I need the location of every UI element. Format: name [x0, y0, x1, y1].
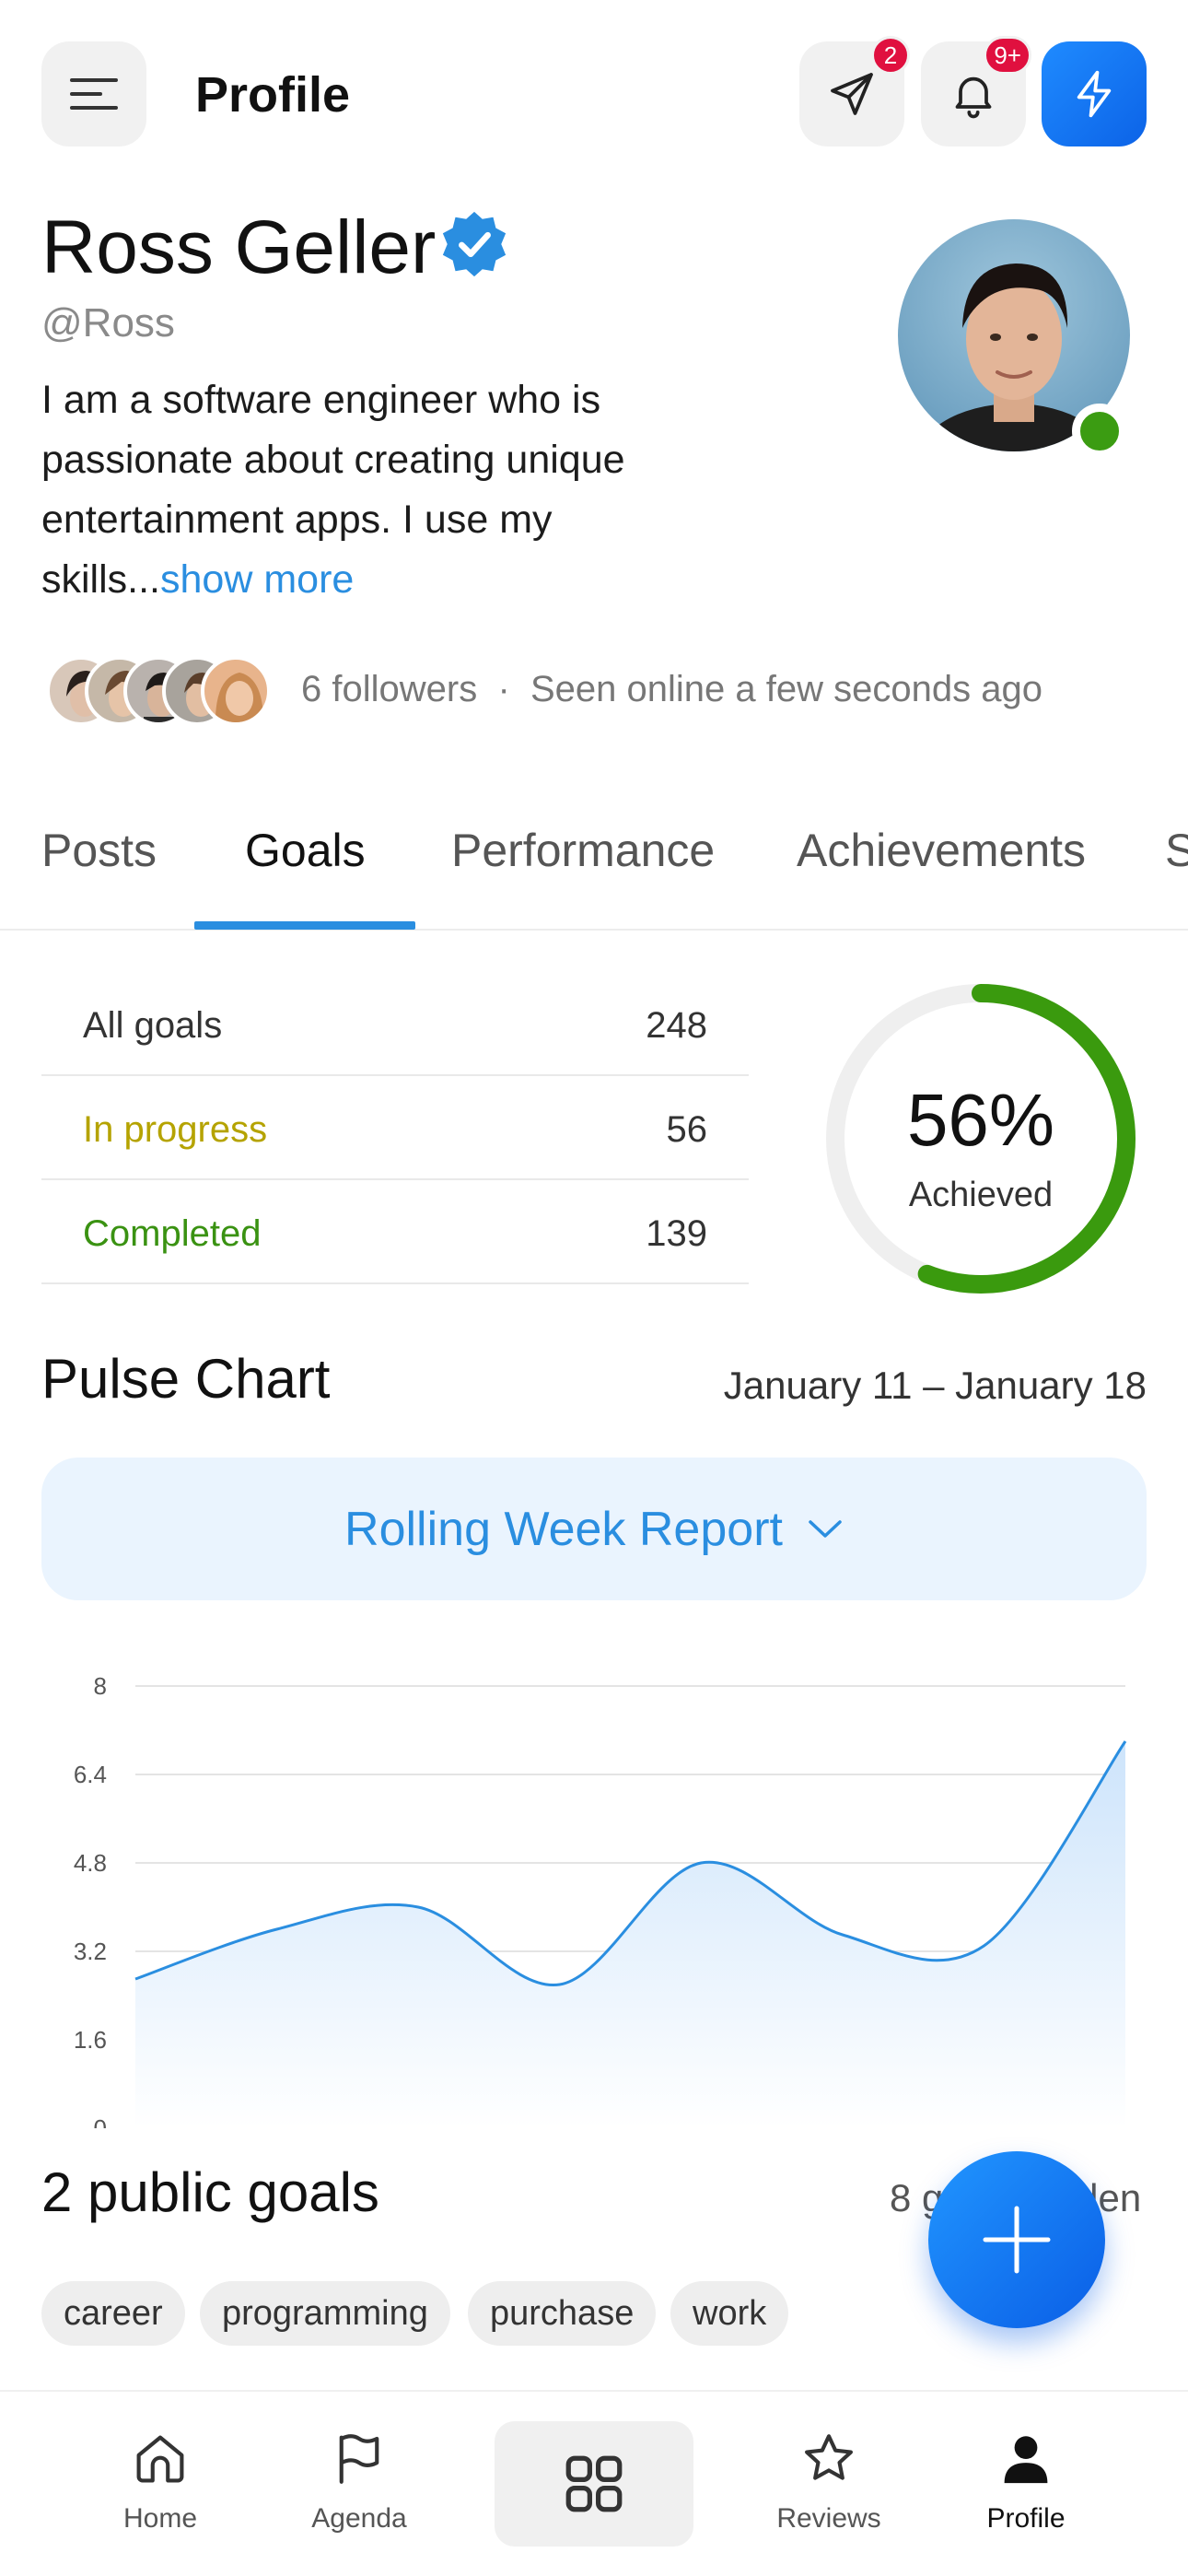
nav-apps[interactable] [495, 2421, 693, 2547]
verified-badge-icon [442, 211, 507, 277]
lightning-icon [1077, 70, 1112, 118]
nav-label: Agenda [311, 2503, 407, 2534]
stat-label: In progress [83, 1109, 268, 1150]
profile-avatar[interactable] [898, 219, 1130, 451]
nav-label: Home [122, 2503, 198, 2534]
y-tick-label: 1.6 [74, 2026, 107, 2054]
tag-chip[interactable]: programming [200, 2281, 450, 2346]
stat-label: Completed [83, 1213, 262, 1254]
top-bar: Profile 2 9+ [0, 0, 1188, 193]
achievement-donut [826, 984, 1136, 1294]
nav-label: Reviews [776, 2503, 881, 2534]
followers-count[interactable]: 6 followers [301, 669, 478, 709]
goals-stats: All goals 248 In progress 56 Completed 1… [41, 972, 749, 1284]
series-line [134, 1740, 1127, 1986]
person-icon [1004, 2436, 1048, 2484]
menu-button[interactable] [41, 41, 146, 146]
follower-avatar [201, 656, 271, 726]
stat-row-in-progress[interactable]: In progress 56 [41, 1076, 749, 1180]
stat-row-completed[interactable]: Completed 139 [41, 1180, 749, 1284]
active-tab-indicator [194, 921, 415, 930]
profile-tabs: Posts Goals Performance Achievements S [0, 811, 1188, 931]
stat-row-all[interactable]: All goals 248 [41, 972, 749, 1076]
nav-reviews[interactable]: Reviews [737, 2429, 921, 2535]
notifications-button[interactable]: 9+ [921, 36, 1031, 146]
star-icon [805, 2434, 853, 2480]
goal-tags: career programming purchase work [41, 2281, 1183, 2346]
achieved-percent: 56% [906, 1079, 1055, 1161]
tag-chip[interactable]: purchase [468, 2281, 657, 2346]
profile-bio: I am a software engineer who is passiona… [41, 370, 705, 610]
messages-badge: 2 [871, 36, 910, 75]
send-icon [831, 73, 873, 115]
y-tick-label: 4.8 [74, 1849, 107, 1877]
y-tick-label: 3.2 [74, 1938, 107, 1965]
tab-more[interactable]: S [1165, 825, 1188, 876]
y-tick-label: 8 [94, 1672, 107, 1700]
nav-profile[interactable]: Profile [934, 2429, 1118, 2535]
public-goals-title: 2 public goals [41, 2161, 379, 2223]
date-range: January 11 – January 18 [723, 1364, 1147, 1407]
messages-button[interactable]: 2 [799, 36, 910, 146]
bottom-navigation: Home Agenda Reviews Profile [0, 2390, 1188, 2576]
y-tick-label: 0 [94, 2114, 107, 2128]
boost-button[interactable] [1042, 41, 1147, 146]
grid-icon [565, 2455, 623, 2512]
tab-posts[interactable]: Posts [41, 825, 157, 876]
report-dropdown-label: Rolling Week Report [344, 1502, 783, 1556]
followers-info: 6 followers · Seen online a few seconds … [301, 669, 1042, 710]
tag-chip[interactable]: work [670, 2281, 789, 2346]
online-status-dot [1072, 404, 1127, 459]
nav-agenda[interactable]: Agenda [267, 2429, 451, 2535]
add-goal-button[interactable] [928, 2151, 1105, 2328]
nav-label: Profile [986, 2503, 1066, 2534]
stat-label: All goals [83, 1005, 223, 1046]
notifications-badge: 9+ [984, 36, 1031, 75]
achieved-label: Achieved [908, 1176, 1054, 1214]
nav-home[interactable]: Home [68, 2429, 252, 2535]
chevron-down-icon [809, 1519, 842, 1538]
series-area [135, 1741, 1125, 2128]
stat-value: 139 [646, 1213, 707, 1254]
bio-text: I am a software engineer who is passiona… [41, 378, 625, 602]
y-tick-label: 6.4 [74, 1761, 107, 1788]
bell-icon [955, 76, 992, 119]
tab-achievements[interactable]: Achievements [797, 825, 1087, 876]
stat-value: 248 [646, 1005, 707, 1046]
page-title: Profile [195, 67, 351, 123]
flag-icon [339, 2434, 379, 2484]
home-icon [136, 2435, 184, 2483]
report-dropdown[interactable]: Rolling Week Report [41, 1458, 1147, 1600]
pulse-chart: 8 6.4 4.8 3.2 1.6 0 [74, 1672, 1127, 2128]
pulse-chart-title: Pulse Chart [41, 1348, 331, 1410]
show-more-link[interactable]: show more [160, 557, 355, 602]
donut-progress-arc [826, 984, 1136, 1294]
tab-performance[interactable]: Performance [451, 825, 716, 876]
tag-chip[interactable]: career [41, 2281, 185, 2346]
followers-row[interactable]: 6 followers · Seen online a few seconds … [46, 656, 1188, 730]
stat-value: 56 [666, 1109, 708, 1150]
last-seen: Seen online a few seconds ago [530, 669, 1042, 709]
profile-handle: @Ross [41, 300, 175, 345]
plus-icon [983, 2206, 1051, 2274]
separator-dot: · [497, 669, 510, 709]
tab-goals[interactable]: Goals [245, 825, 366, 876]
menu-icon [70, 78, 118, 110]
profile-name: Ross Geller [41, 205, 437, 289]
